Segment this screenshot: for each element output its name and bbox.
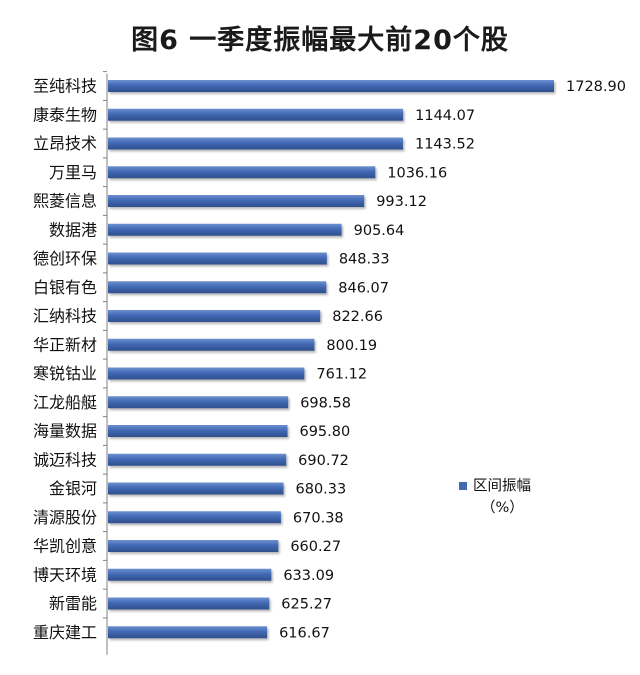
bar	[108, 482, 284, 495]
axis-layer: 至纯科技康泰生物立昂技术万里马熙菱信息数据港德创环保白银有色汇纳科技华正新材寒锐…	[33, 71, 108, 655]
category-label: 立昂技术	[33, 134, 97, 153]
data-label: 1144.07	[415, 108, 475, 124]
bar	[108, 511, 281, 524]
category-label: 海量数据	[33, 422, 97, 441]
data-label: 690.72	[298, 453, 349, 469]
bar	[108, 166, 376, 179]
bar	[108, 80, 554, 92]
data-label: 822.66	[332, 309, 383, 325]
category-label: 诚迈科技	[33, 450, 97, 469]
legend-label: 区间振幅	[473, 478, 531, 495]
category-label: 汇纳科技	[33, 307, 97, 326]
category-label: 寒锐钴业	[33, 364, 97, 383]
legend-swatch	[459, 482, 467, 490]
data-label: 660.27	[290, 539, 341, 555]
data-label: 993.12	[376, 194, 427, 210]
category-label: 白银有色	[33, 278, 97, 297]
chart-title: 图6 一季度振幅最大前20个股	[131, 25, 509, 56]
category-label: 至纯科技	[33, 77, 97, 96]
bar	[108, 252, 327, 265]
category-label: 万里马	[49, 163, 97, 182]
data-label: 761.12	[316, 367, 367, 383]
bar	[108, 281, 327, 294]
bar	[108, 626, 268, 639]
bar	[108, 195, 365, 207]
category-label: 华凯创意	[33, 537, 97, 556]
data-label: 846.07	[338, 280, 389, 296]
category-label: 博天环境	[33, 565, 97, 584]
data-label: 1143.52	[415, 137, 475, 153]
data-label: 680.33	[296, 482, 347, 498]
bar	[108, 540, 279, 552]
bar	[108, 137, 403, 150]
bar	[108, 396, 289, 409]
data-label: 905.64	[354, 223, 405, 239]
bar	[108, 223, 342, 236]
category-label: 熙菱信息	[33, 192, 97, 211]
category-label: 新雷能	[49, 594, 97, 613]
data-label: 616.67	[279, 625, 330, 641]
category-label: 清源股份	[33, 508, 97, 527]
category-label: 金银河	[49, 479, 97, 498]
bar	[108, 108, 404, 121]
data-label: 800.19	[326, 338, 377, 354]
bar	[108, 338, 315, 351]
bar	[108, 568, 272, 581]
data-label: 1036.16	[387, 165, 447, 181]
legend-unit: （%）	[481, 499, 524, 516]
data-label: 625.27	[281, 597, 332, 613]
category-label: 数据港	[49, 220, 97, 239]
category-label: 江龙船艇	[33, 393, 97, 412]
bar	[108, 310, 321, 322]
category-label: 康泰生物	[33, 105, 97, 124]
data-label: 670.38	[293, 510, 344, 526]
data-label: 698.58	[300, 395, 351, 411]
bar	[108, 367, 305, 380]
data-label: 848.33	[339, 252, 390, 268]
category-label: 华正新材	[33, 335, 97, 354]
bar	[108, 425, 288, 437]
data-label: 1728.90	[566, 79, 626, 95]
bar	[108, 453, 287, 466]
bars-layer: 1728.90 1144.07 1143.52 1036.16 993.12 905.64…	[108, 79, 626, 641]
bar	[108, 597, 270, 610]
data-label: 633.09	[283, 568, 334, 584]
category-label: 德创环保	[33, 249, 97, 268]
category-label: 重庆建工	[33, 623, 97, 642]
legend: 区间振幅 （%）	[459, 478, 531, 516]
data-label: 695.80	[299, 424, 350, 440]
